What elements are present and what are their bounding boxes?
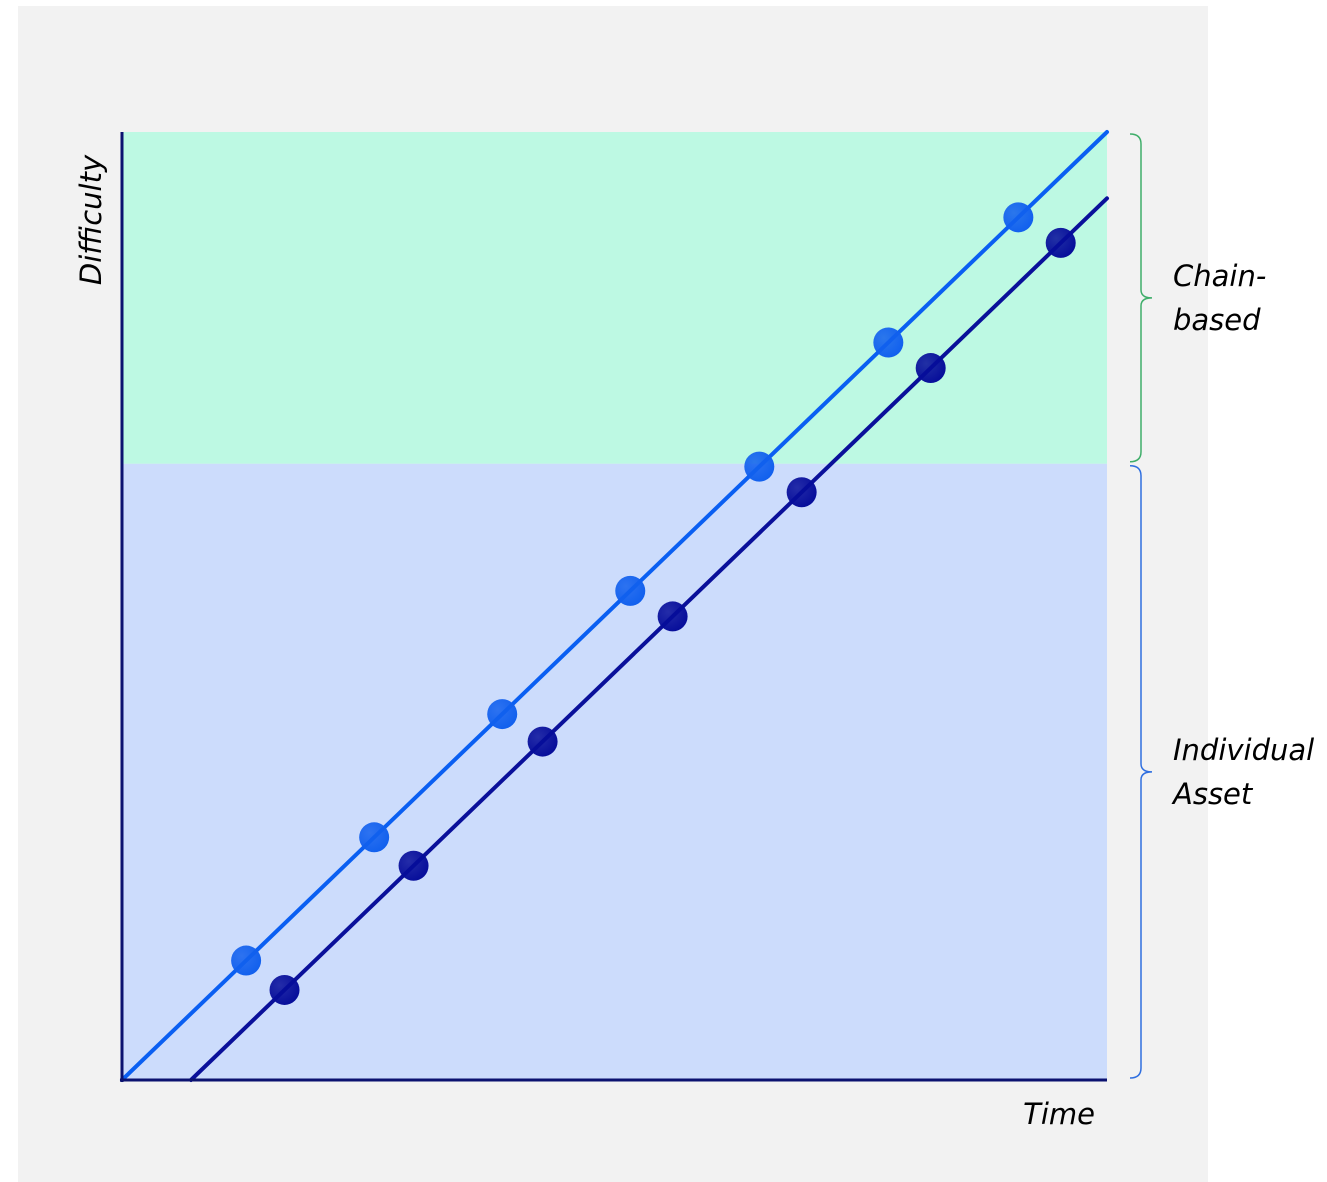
band-label-0-line-1: based — [1173, 303, 1261, 337]
y-axis-label: Difficulty — [74, 154, 108, 285]
band-label-0: Chain-based — [1173, 259, 1266, 337]
band-brace-0 — [1129, 133, 1153, 463]
series-0-point-1 — [359, 822, 390, 853]
bands-layer — [122, 132, 1107, 1080]
series-0-point-5 — [873, 327, 904, 358]
series-1-point-3 — [657, 601, 688, 632]
series-0-point-4 — [744, 451, 775, 482]
series-1-line — [188, 196, 1109, 1082]
series-0-point-0 — [231, 945, 262, 976]
band-label-1: Individual Asset — [1171, 733, 1314, 811]
band-brace-1 — [1129, 465, 1153, 1079]
axes — [120, 132, 1107, 1082]
series-1-point-5 — [915, 353, 946, 384]
series-0-line — [120, 130, 1109, 1082]
band-0 — [122, 132, 1107, 464]
band-label-1-line-0: Individual — [1173, 733, 1314, 767]
series-1-point-1 — [398, 850, 429, 881]
points-layer — [231, 202, 1076, 1005]
band-label-1-line-1: Asset — [1171, 777, 1254, 811]
series-1-point-4 — [786, 477, 817, 508]
x-axis-label: Time — [1023, 1097, 1095, 1131]
lines-layer — [120, 130, 1109, 1082]
series-1-point-6 — [1045, 227, 1076, 258]
series-0-point-6 — [1003, 202, 1034, 233]
series-0-point-2 — [487, 699, 518, 730]
series-1-point-0 — [269, 974, 300, 1005]
series-0-point-3 — [615, 575, 646, 606]
braces-layer: Chain-based Individual Asset — [1129, 133, 1314, 1079]
band-label-0-line-0: Chain- — [1173, 259, 1266, 293]
series-1-point-2 — [527, 726, 558, 757]
